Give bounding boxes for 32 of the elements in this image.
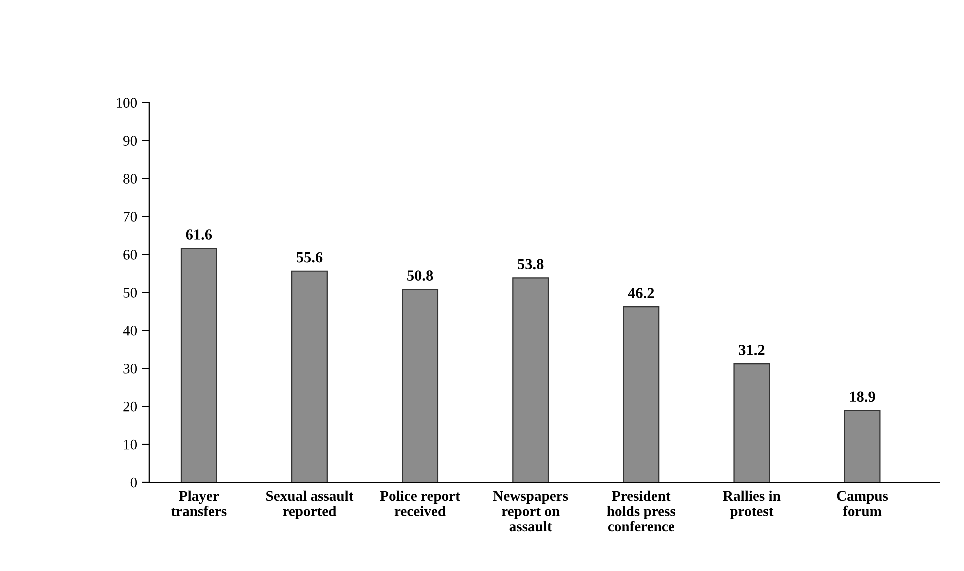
y-tick-label: 90: [124, 136, 138, 146]
bar: [844, 410, 881, 482]
x-tick-label: Rallies in protest: [723, 490, 781, 520]
x-tick-label: Sexual assault reported: [266, 490, 354, 520]
bar: [512, 278, 550, 482]
y-tick-label: 60: [124, 250, 138, 260]
x-tick-label: Campus forum: [837, 491, 888, 516]
data-label: 31.2: [739, 345, 765, 356]
y-tick-label: 30: [124, 364, 138, 374]
bar: [291, 270, 328, 482]
data-label: 61.6: [186, 230, 212, 240]
bar: [623, 306, 660, 482]
y-tick-label: 10: [124, 440, 138, 450]
y-tick-label: 80: [124, 174, 138, 184]
x-tick-label: Player transfers: [171, 490, 227, 516]
y-tick-label: 100: [117, 98, 138, 108]
y-tick-label: 40: [123, 326, 138, 336]
data-label: 18.9: [850, 392, 876, 402]
bar: [402, 289, 439, 482]
bar: [180, 248, 218, 482]
data-label: 53.8: [518, 259, 544, 270]
bar: [734, 363, 770, 482]
x-tick-label: Newspapers report on assault: [493, 491, 568, 532]
y-tick-label: 70: [124, 212, 138, 222]
data-label: 46.2: [628, 288, 654, 298]
x-tick-label: President holds press conference: [607, 490, 676, 532]
y-tick-label: 20: [124, 402, 138, 412]
data-label: 55.6: [296, 252, 323, 263]
x-tick-label: Police report received: [380, 490, 460, 516]
y-tick-label: 50: [124, 288, 138, 298]
data-label: 50.8: [408, 270, 434, 282]
y-tick-label: 0: [130, 478, 138, 488]
